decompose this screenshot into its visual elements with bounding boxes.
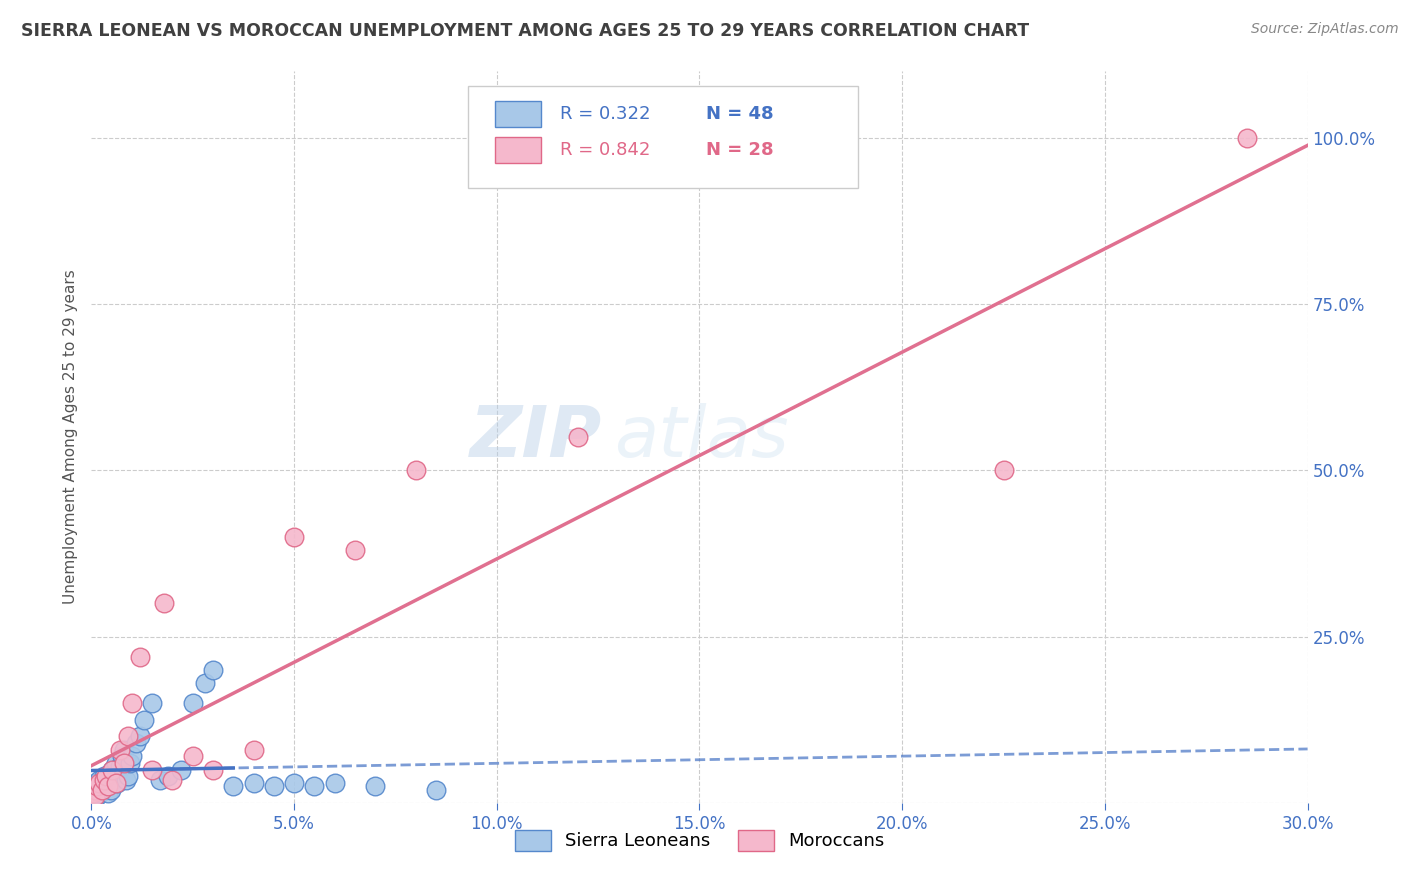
Point (90, 782, 112, 797)
Text: SIERRA LEONEAN VS MOROCCAN UNEMPLOYMENT AMONG AGES 25 TO 29 YEARS CORRELATION CH: SIERRA LEONEAN VS MOROCCAN UNEMPLOYMENT … (21, 22, 1029, 40)
FancyBboxPatch shape (468, 86, 858, 188)
Point (97, 779, 120, 793)
Point (405, 463, 427, 477)
Point (91, 776, 114, 790)
Point (104, 776, 127, 790)
Text: atlas: atlas (614, 402, 789, 472)
Point (94, 776, 117, 790)
Point (157, 769, 180, 783)
Point (93, 772, 115, 787)
Point (100, 763, 122, 777)
Text: ZIP: ZIP (470, 402, 602, 472)
Text: R = 0.842: R = 0.842 (560, 141, 650, 160)
FancyBboxPatch shape (495, 137, 541, 163)
Point (283, 530, 305, 544)
Point (89, 772, 111, 787)
Point (304, 779, 326, 793)
Point (96, 772, 118, 787)
Point (162, 772, 184, 787)
Point (83, 786, 105, 800)
Point (141, 763, 163, 777)
Point (98, 765, 121, 780)
Point (97, 779, 120, 793)
Point (112, 742, 135, 756)
Point (202, 663, 225, 677)
Legend: Sierra Leoneans, Moroccans: Sierra Leoneans, Moroccans (506, 821, 893, 860)
Point (125, 736, 148, 750)
Point (117, 769, 139, 783)
Point (107, 765, 129, 780)
Point (121, 749, 143, 764)
Point (194, 676, 217, 690)
Point (141, 696, 163, 710)
Text: N = 28: N = 28 (706, 141, 773, 160)
Point (153, 596, 176, 610)
Point (364, 779, 387, 793)
Point (129, 649, 152, 664)
Point (86, 789, 108, 804)
Point (105, 776, 128, 790)
Point (323, 776, 346, 790)
Point (82, 786, 104, 800)
Point (567, 430, 589, 444)
Point (104, 756, 127, 770)
Point (89, 776, 111, 790)
Point (263, 779, 285, 793)
Text: Source: ZipAtlas.com: Source: ZipAtlas.com (1251, 22, 1399, 37)
Point (118, 756, 141, 770)
Point (86, 779, 108, 793)
Point (111, 749, 134, 764)
Point (181, 749, 204, 764)
Point (97, 786, 120, 800)
Point (993, 463, 1015, 477)
Point (108, 742, 131, 756)
Point (108, 759, 131, 773)
Point (84, 789, 107, 804)
Point (425, 782, 447, 797)
Y-axis label: Unemployment Among Ages 25 to 29 years: Unemployment Among Ages 25 to 29 years (62, 269, 77, 605)
Point (89, 786, 111, 800)
Point (242, 776, 264, 790)
Point (94, 769, 117, 783)
Point (93, 779, 115, 793)
Point (84, 776, 107, 790)
Point (202, 763, 225, 777)
Point (121, 696, 143, 710)
Text: R = 0.322: R = 0.322 (560, 104, 650, 123)
FancyBboxPatch shape (495, 102, 541, 127)
Point (129, 729, 152, 743)
Point (283, 776, 305, 790)
Point (117, 729, 139, 743)
Point (112, 756, 135, 770)
Point (84, 779, 107, 793)
Text: N = 48: N = 48 (706, 104, 773, 123)
Point (222, 779, 245, 793)
Point (103, 772, 125, 787)
Point (100, 763, 122, 777)
Point (181, 696, 204, 710)
Point (82, 782, 104, 797)
Point (93, 769, 115, 783)
Point (149, 772, 172, 787)
Point (115, 772, 138, 787)
Point (90, 782, 112, 797)
Point (87, 782, 110, 797)
Point (1236, 131, 1258, 145)
Point (169, 763, 191, 777)
Point (83, 782, 105, 797)
Point (343, 543, 366, 558)
Point (132, 713, 155, 727)
Point (100, 782, 122, 797)
Point (242, 742, 264, 756)
